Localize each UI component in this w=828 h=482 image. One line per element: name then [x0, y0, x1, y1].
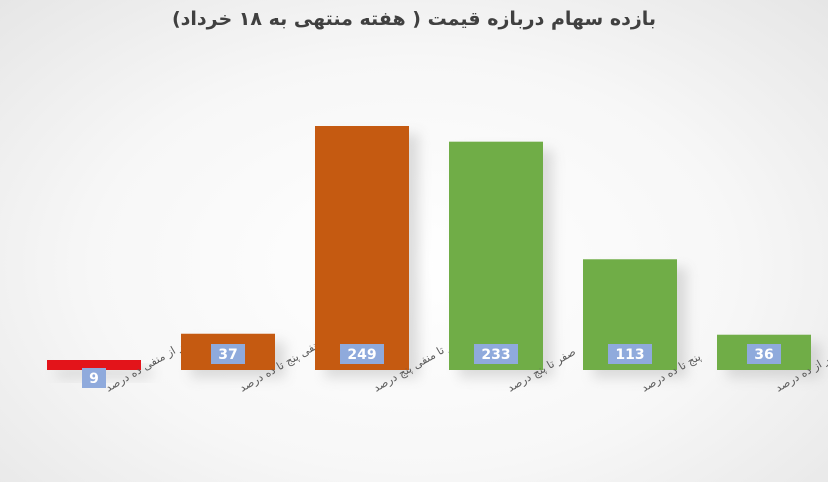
- chart-title: بازده سهام دربازه قیمت ( هفته منتهی به ۱…: [171, 8, 657, 30]
- data-label: 113: [615, 347, 644, 363]
- data-label-box: [340, 344, 384, 364]
- data-label: 37: [218, 347, 237, 363]
- bar-2: [315, 126, 409, 370]
- data-label-box: [474, 344, 518, 364]
- bar-0: [47, 360, 141, 370]
- data-label: 233: [481, 347, 510, 363]
- bar-3: [449, 141, 543, 370]
- data-label-box: [211, 344, 245, 364]
- data-label-box: [608, 344, 652, 364]
- data-label-box: [82, 368, 106, 388]
- data-label: 9: [89, 371, 99, 387]
- data-label-box: [747, 344, 781, 364]
- data-label: 36: [754, 347, 773, 363]
- data-label: 249: [347, 347, 376, 363]
